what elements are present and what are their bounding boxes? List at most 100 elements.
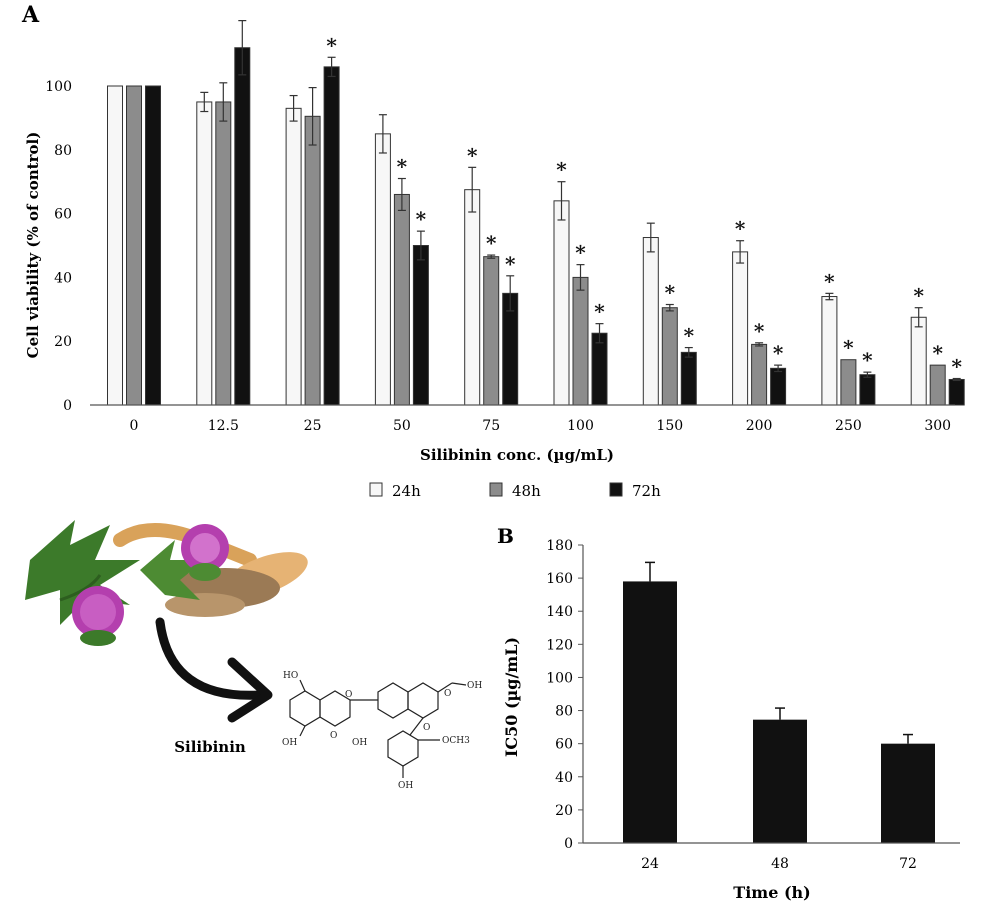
significance-star: * bbox=[735, 217, 746, 241]
chart-b-y-tick-label: 60 bbox=[555, 737, 573, 753]
chart-a-y-axis-label: Cell viability (% of control) bbox=[24, 132, 42, 359]
chart-a-x-tick-label: 300 bbox=[924, 418, 951, 434]
chart-a-x-tick-label: 100 bbox=[567, 418, 594, 434]
bar-48h-75 bbox=[483, 256, 500, 406]
chart-b-y-tick-label: 120 bbox=[546, 637, 573, 653]
silibinin-structure-labels: HO OH OH O O O O OH OH OCH3 bbox=[282, 671, 482, 791]
chart-b-y-tick-label: 0 bbox=[564, 836, 573, 852]
significance-star: * bbox=[862, 348, 873, 372]
chem-label: O bbox=[330, 731, 337, 741]
bar-24h-300 bbox=[910, 316, 927, 406]
curved-arrow-icon bbox=[155, 617, 273, 723]
chart-a-y-tick-label: 100 bbox=[45, 79, 72, 95]
chart-a-x-tick-label: 75 bbox=[482, 418, 500, 434]
bar-24h-75 bbox=[464, 189, 481, 406]
chart-a-x-axis-label: Silibinin conc. (µg/mL) bbox=[420, 446, 614, 464]
bar-48h-200 bbox=[751, 343, 768, 406]
bar-48h-0 bbox=[126, 85, 142, 406]
significance-star: * bbox=[556, 158, 567, 182]
significance-star: * bbox=[913, 284, 924, 308]
legend-label-48h: 48h bbox=[512, 482, 541, 500]
bar-72h-250 bbox=[859, 374, 876, 406]
chem-label: O bbox=[423, 723, 430, 733]
bar-72h-25 bbox=[323, 66, 340, 406]
chem-label: OH bbox=[352, 738, 367, 748]
bar-48h-100 bbox=[572, 276, 589, 406]
bar-24h-0 bbox=[107, 85, 123, 406]
significance-star: * bbox=[951, 355, 962, 379]
chart-a-x-tick-label: 50 bbox=[393, 418, 411, 434]
bar-24h-200 bbox=[732, 251, 749, 406]
significance-star: * bbox=[397, 155, 408, 179]
chart-b-y-tick-label: 140 bbox=[546, 604, 573, 620]
bar-48h-12.5 bbox=[215, 101, 232, 406]
chart-a-y-ticks: 0 20 40 60 80 100 bbox=[45, 79, 72, 414]
chart-a-x-tick-label: 25 bbox=[304, 418, 322, 434]
chart-a-y-tick-label: 60 bbox=[54, 207, 72, 223]
bar-ic50-24 bbox=[623, 581, 677, 843]
chem-label: OH bbox=[467, 681, 482, 691]
chart-b-x-ticks: 24 48 72 bbox=[641, 856, 917, 872]
bar-24h-150 bbox=[642, 237, 659, 406]
chart-b-y-tick-label: 180 bbox=[546, 538, 573, 554]
milk-thistle-illustration: Silibinin HO OH OH O O O O OH OH bbox=[25, 520, 482, 791]
chart-b-y-ticks: 0 20 40 60 80 100 120 140 160 180 bbox=[546, 538, 583, 852]
bar-72h-300 bbox=[948, 378, 965, 406]
chart-b-x-tick-label: 24 bbox=[641, 856, 659, 872]
chart-a-x-tick-label: 200 bbox=[746, 418, 773, 434]
significance-star: * bbox=[824, 269, 835, 293]
bar-24h-25 bbox=[285, 107, 302, 406]
silibinin-label: Silibinin bbox=[174, 738, 246, 756]
significance-star: * bbox=[416, 207, 427, 231]
significance-star: * bbox=[505, 252, 516, 276]
chart-b: 0 20 40 60 80 100 120 140 160 180 24 48 72 IC50 (µg… bbox=[502, 538, 960, 902]
bar-72h-12.5 bbox=[234, 47, 251, 406]
bar-48h-25 bbox=[304, 115, 321, 406]
bar-ic50-72 bbox=[881, 743, 935, 843]
bar-24h-250 bbox=[821, 296, 838, 406]
chem-label: O bbox=[345, 690, 352, 700]
legend-swatch-48h bbox=[489, 482, 503, 497]
bar-24h-12.5 bbox=[196, 101, 213, 406]
chart-a-y-tick-label: 40 bbox=[54, 270, 72, 286]
chart-a-bars: * * * * * * * * * * * * * * * * * * * * bbox=[107, 20, 965, 406]
chart-a-x-tick-label: 0 bbox=[130, 418, 139, 434]
chart-a-x-tick-label: 12.5 bbox=[208, 418, 239, 434]
bar-ic50-48 bbox=[753, 719, 807, 843]
bar-72h-50 bbox=[412, 245, 429, 406]
chart-b-bars bbox=[623, 561, 935, 843]
significance-star: * bbox=[467, 143, 478, 167]
significance-star: * bbox=[932, 341, 943, 365]
panel-a-label: A bbox=[21, 2, 40, 28]
chart-a-x-tick-label: 150 bbox=[656, 418, 683, 434]
chart-a-x-ticks: 0 12.5 25 50 75 100 150 200 250 300 bbox=[130, 418, 952, 434]
bar-72h-0 bbox=[145, 85, 161, 406]
legend-label-72h: 72h bbox=[632, 482, 661, 500]
chem-label: OH bbox=[398, 781, 413, 791]
significance-star: * bbox=[326, 33, 337, 57]
chart-b-y-axis-label: IC50 (µg/mL) bbox=[502, 637, 521, 757]
chart-a: * * * * * * * * * * * * * * * * * * * * 0 20 40 60 80 100 0 12.5 2… bbox=[24, 20, 965, 500]
legend-label-24h: 24h bbox=[392, 482, 421, 500]
chart-a-y-tick-label: 0 bbox=[63, 398, 72, 414]
bar-48h-50 bbox=[393, 193, 410, 406]
thistle-flower-image bbox=[72, 524, 229, 646]
chart-b-y-tick-label: 100 bbox=[546, 670, 573, 686]
chem-label: OH bbox=[282, 738, 297, 748]
chart-a-x-tick-label: 250 bbox=[835, 418, 862, 434]
chem-label: HO bbox=[283, 671, 298, 681]
significance-star: * bbox=[594, 300, 605, 324]
significance-star: * bbox=[754, 319, 765, 343]
chart-a-y-tick-label: 80 bbox=[54, 143, 72, 159]
chart-b-y-tick-label: 40 bbox=[555, 770, 573, 786]
panel-b-label: B bbox=[497, 524, 514, 548]
chem-label: O bbox=[444, 689, 451, 699]
bar-48h-300 bbox=[929, 364, 946, 406]
bar-72h-150 bbox=[680, 351, 697, 406]
significance-star: * bbox=[684, 324, 695, 348]
significance-star: * bbox=[575, 241, 586, 265]
chart-b-y-tick-label: 160 bbox=[546, 571, 573, 587]
chem-label: OCH3 bbox=[442, 736, 470, 746]
bar-24h-100 bbox=[553, 200, 570, 406]
